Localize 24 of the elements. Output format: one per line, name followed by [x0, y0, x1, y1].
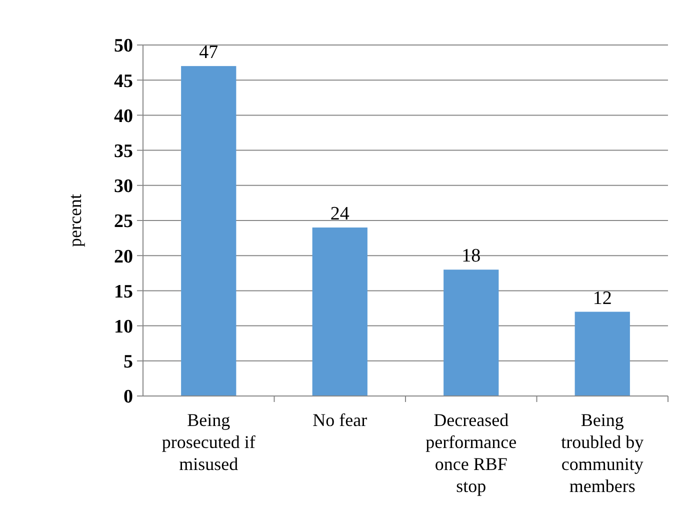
- y-tick-label: 35: [114, 140, 133, 162]
- bar: [574, 312, 630, 396]
- y-axis-title: percent: [65, 194, 85, 247]
- y-tick-label: 50: [114, 36, 133, 57]
- bar: [444, 270, 499, 396]
- x-tick-label: No fear: [312, 410, 368, 430]
- y-tick-label: 20: [114, 246, 133, 268]
- y-tick-label: 30: [114, 176, 133, 198]
- data-label: 24: [330, 204, 350, 225]
- y-tick-label: 45: [114, 70, 133, 92]
- y-tick-label: 0: [124, 386, 133, 408]
- y-tick-label: 15: [114, 281, 133, 302]
- x-tick-label: Decreased performance once RBF stop: [426, 410, 517, 496]
- y-tick-label: 40: [114, 106, 133, 127]
- data-label: 12: [592, 288, 612, 309]
- data-label: 18: [462, 246, 481, 267]
- y-tick-label: 10: [114, 316, 133, 338]
- y-tick-label: 25: [114, 211, 133, 232]
- data-label: 47: [199, 42, 218, 64]
- x-tick-label: Being troubled by community members: [561, 410, 644, 496]
- y-tick-label: 5: [124, 352, 133, 373]
- bar: [181, 66, 236, 396]
- x-tick-label: Being prosecuted if misused: [162, 410, 256, 474]
- bar: [312, 228, 368, 396]
